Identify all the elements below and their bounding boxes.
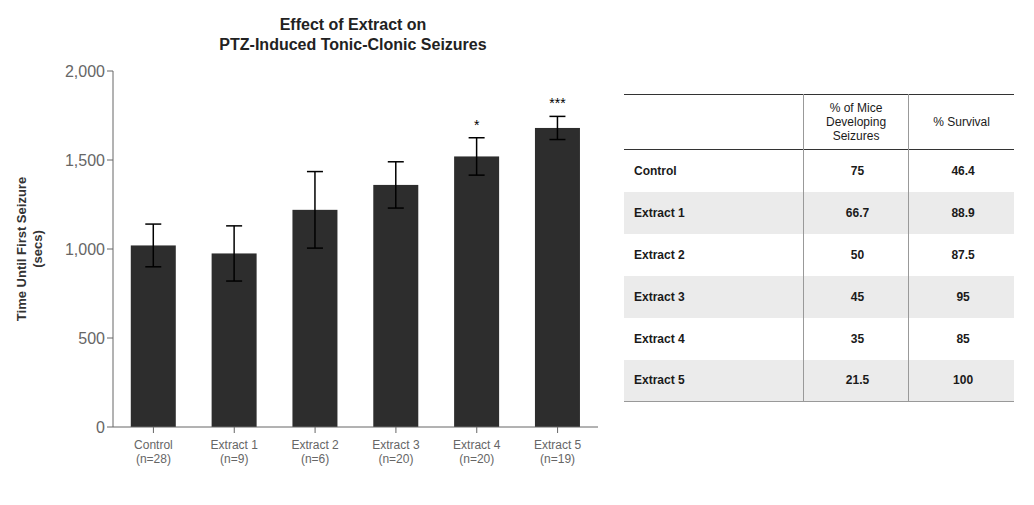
html-text:21.5: 21.5 <box>845 373 870 388</box>
svg-text:1,000: 1,000 <box>65 241 105 258</box>
svg-text:Extract 3(n=20): Extract 3(n=20) <box>372 438 420 466</box>
html-text:35: 35 <box>850 331 865 346</box>
svg-text:500: 500 <box>78 330 105 347</box>
html-text:Extract 5: Extract 5 <box>634 373 685 388</box>
svg-text:1,500: 1,500 <box>65 152 105 169</box>
svg-text:2,000: 2,000 <box>65 63 105 80</box>
html-text:66.7: 66.7 <box>845 205 870 220</box>
html-text:45: 45 <box>850 289 865 304</box>
html-text:% of Mice Developing Seizures: % of Mice Developing Seizures <box>826 101 887 143</box>
html-text:Extract 2: Extract 2 <box>634 247 685 262</box>
svg-text:0: 0 <box>96 419 105 436</box>
html-text:100: 100 <box>953 373 974 388</box>
html-text:85: 85 <box>956 331 970 346</box>
html-text:Extract 3: Extract 3 <box>634 289 685 304</box>
html-text:75: 75 <box>850 163 865 178</box>
svg-text:Time Until First Seizure(secs): Time Until First Seizure(secs) <box>14 177 45 321</box>
svg-text:Extract 2(n=6): Extract 2(n=6) <box>291 438 339 466</box>
html-text:% Survival: % Survival <box>933 115 990 129</box>
html-text:Control: Control <box>634 163 677 178</box>
html-text:Effect of Extract on: Effect of Extract on <box>279 16 427 33</box>
html-text:88.9: 88.9 <box>951 205 975 220</box>
html-text:87.5: 87.5 <box>951 247 975 262</box>
html-text:46.4: 46.4 <box>951 163 975 178</box>
svg-text:***: *** <box>549 95 566 111</box>
svg-text:Control(n=28): Control(n=28) <box>134 438 173 466</box>
html-text:95: 95 <box>956 289 970 304</box>
html-text:Extract 4: Extract 4 <box>634 331 685 346</box>
html-text:50: 50 <box>850 247 865 262</box>
svg-text:Extract 5(n=19): Extract 5(n=19) <box>534 438 582 466</box>
html-text:PTZ-Induced Tonic-Clonic Seizu: PTZ-Induced Tonic-Clonic Seizures <box>219 36 487 53</box>
svg-text:*: * <box>474 117 480 133</box>
svg-text:Extract 1(n=9): Extract 1(n=9) <box>211 438 259 466</box>
svg-text:Extract 4(n=20): Extract 4(n=20) <box>453 438 501 466</box>
html-text:Extract 1: Extract 1 <box>634 205 685 220</box>
